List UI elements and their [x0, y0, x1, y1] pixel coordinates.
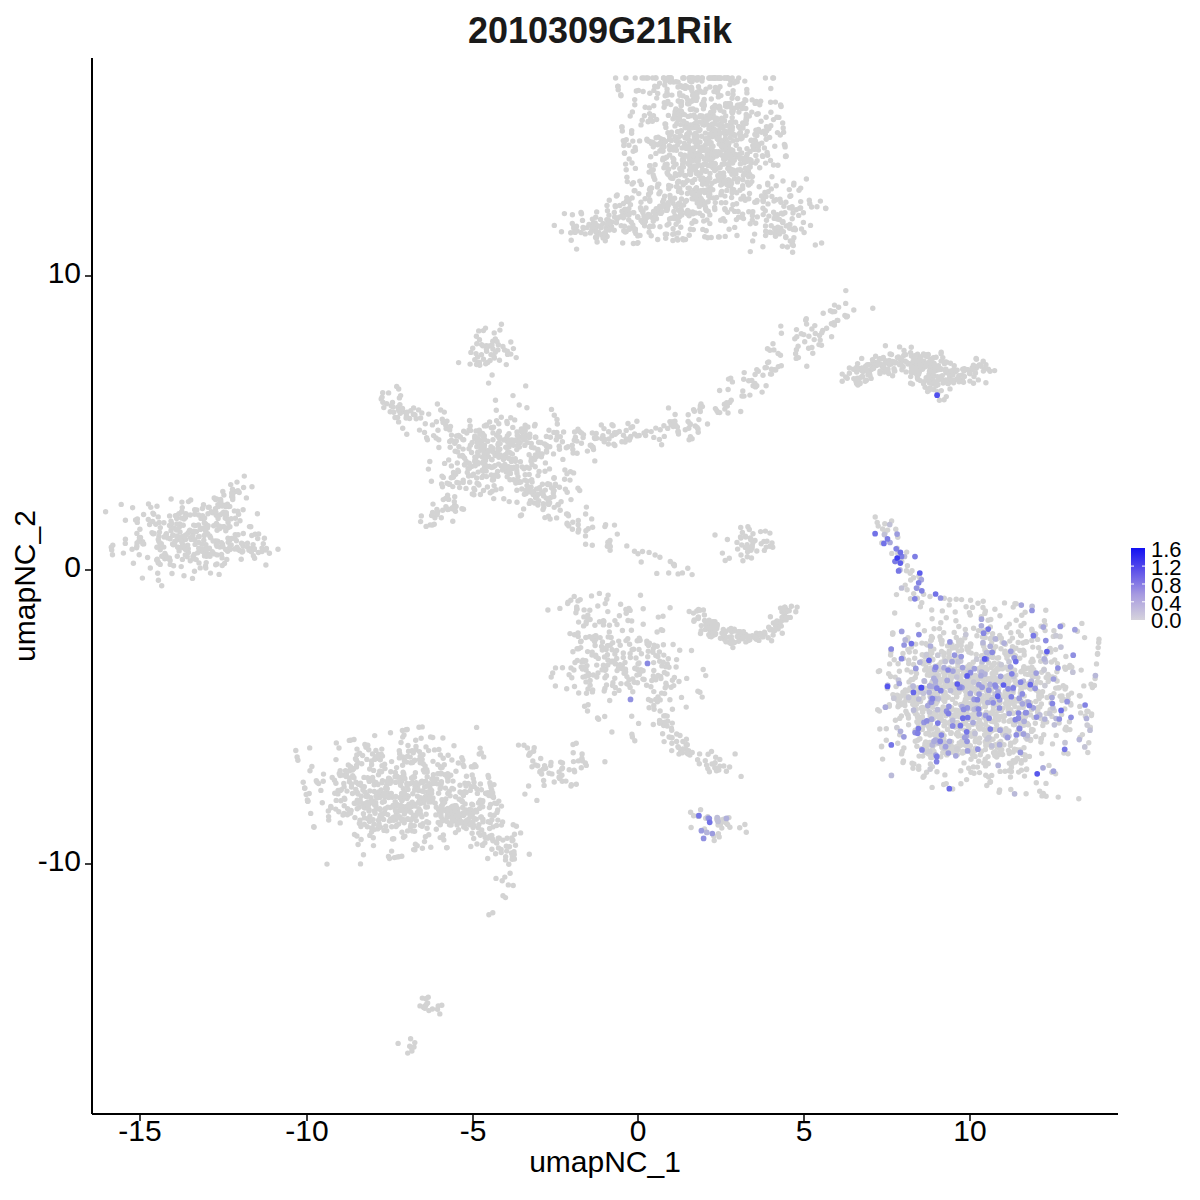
svg-text:0.0: 0.0 — [1151, 608, 1182, 633]
svg-text:10: 10 — [48, 256, 81, 289]
svg-text:5: 5 — [796, 1114, 813, 1147]
svg-text:-10: -10 — [285, 1114, 328, 1147]
svg-text:0: 0 — [630, 1114, 647, 1147]
svg-text:-15: -15 — [118, 1114, 161, 1147]
svg-text:-10: -10 — [38, 844, 81, 877]
svg-text:10: 10 — [953, 1114, 986, 1147]
svg-text:umapNC_2: umapNC_2 — [8, 510, 41, 662]
svg-text:-5: -5 — [460, 1114, 487, 1147]
svg-text:umapNC_1: umapNC_1 — [529, 1145, 681, 1178]
svg-text:0: 0 — [64, 550, 81, 583]
